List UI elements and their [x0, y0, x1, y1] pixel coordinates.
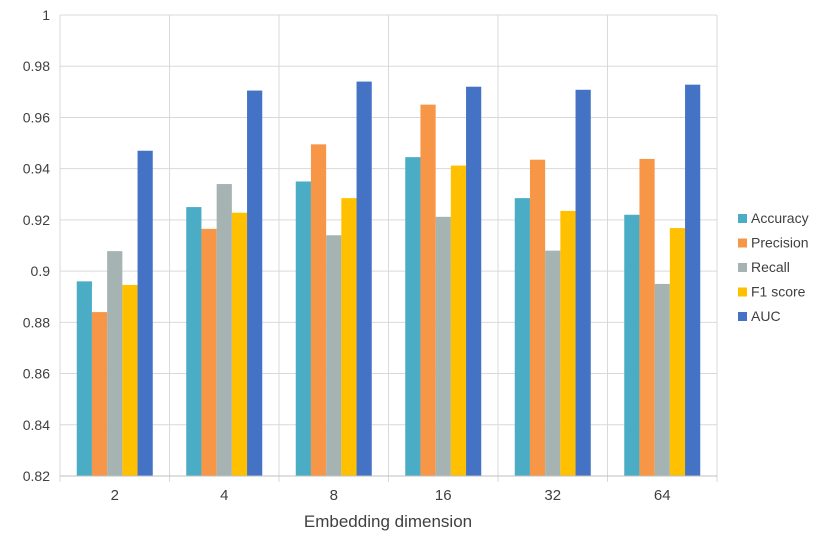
- bar-f1-score-8: [341, 198, 357, 476]
- bar-accuracy-8: [295, 181, 311, 476]
- bar-f1-score-16: [450, 165, 467, 477]
- x-tick-label: 8: [330, 487, 338, 504]
- bar-precision-8: [310, 144, 327, 476]
- legend: Accuracy Precision Recall F1 score AUC: [738, 210, 809, 324]
- legend-swatch: [738, 238, 747, 248]
- bar-precision-16: [420, 104, 436, 476]
- bar-auc-2: [137, 150, 153, 476]
- bar-recall-32: [545, 250, 561, 476]
- y-tick-label: 0.86: [23, 366, 50, 382]
- bar-accuracy-32: [514, 198, 530, 476]
- legend-label: Recall: [751, 259, 790, 275]
- bar-accuracy-2: [76, 281, 92, 476]
- x-tick-label: 16: [435, 487, 452, 504]
- x-axis-title: Embedding dimension: [304, 512, 472, 531]
- legend-label: Precision: [751, 235, 809, 251]
- bar-f1-score-32: [560, 210, 576, 477]
- legend-swatch: [738, 263, 747, 272]
- y-tick-label: 1: [42, 7, 50, 23]
- bar-auc-4: [247, 90, 263, 476]
- y-tick-label: 0.84: [23, 417, 50, 433]
- legend-swatch: [738, 214, 747, 223]
- bar-f1-score-2: [122, 284, 138, 476]
- bar-precision-64: [639, 158, 655, 476]
- bar-recall-16: [435, 216, 451, 476]
- y-tick-label: 0.92: [23, 212, 50, 228]
- bar-precision-32: [529, 159, 546, 477]
- x-tick-label: 64: [654, 487, 671, 504]
- legend-swatch: [738, 312, 747, 321]
- grid: [59, 14, 718, 482]
- legend-label: F1 score: [751, 284, 806, 300]
- x-tick-label: 2: [111, 487, 119, 504]
- bar-recall-2: [107, 251, 123, 476]
- legend-label: AUC: [751, 308, 781, 324]
- bar-precision-4: [201, 228, 217, 476]
- bar-accuracy-64: [624, 214, 640, 476]
- y-tick-label: 0.82: [23, 468, 50, 484]
- bar-precision-2: [91, 312, 108, 476]
- y-tick-label: 0.98: [23, 58, 50, 74]
- y-tick-label: 0.9: [31, 263, 51, 279]
- bar-f1-score-64: [669, 228, 686, 476]
- bar-recall-8: [326, 235, 342, 476]
- bar-auc-32: [575, 89, 591, 476]
- x-tick-label: 32: [544, 487, 561, 504]
- y-tick-label: 0.94: [23, 161, 50, 177]
- bar-auc-16: [466, 86, 482, 476]
- bar-accuracy-4: [186, 207, 202, 477]
- bar-recall-64: [654, 283, 670, 476]
- legend-label: Accuracy: [751, 210, 809, 226]
- bar-auc-8: [356, 81, 372, 476]
- bar-f1-score-4: [231, 212, 248, 476]
- bar-recall-4: [216, 184, 232, 477]
- bar-auc-64: [685, 84, 701, 476]
- bar-accuracy-16: [405, 157, 421, 476]
- y-tick-label: 0.96: [23, 109, 50, 125]
- legend-swatch: [738, 287, 747, 297]
- axes: 0.82 0.84 0.86 0.88 0.9 0.92 0.94 0.96 0.98 1 2 4 8 1…: [23, 7, 717, 504]
- bars: [76, 81, 701, 477]
- y-tick-label: 0.88: [23, 314, 50, 330]
- x-tick-label: 4: [220, 487, 228, 504]
